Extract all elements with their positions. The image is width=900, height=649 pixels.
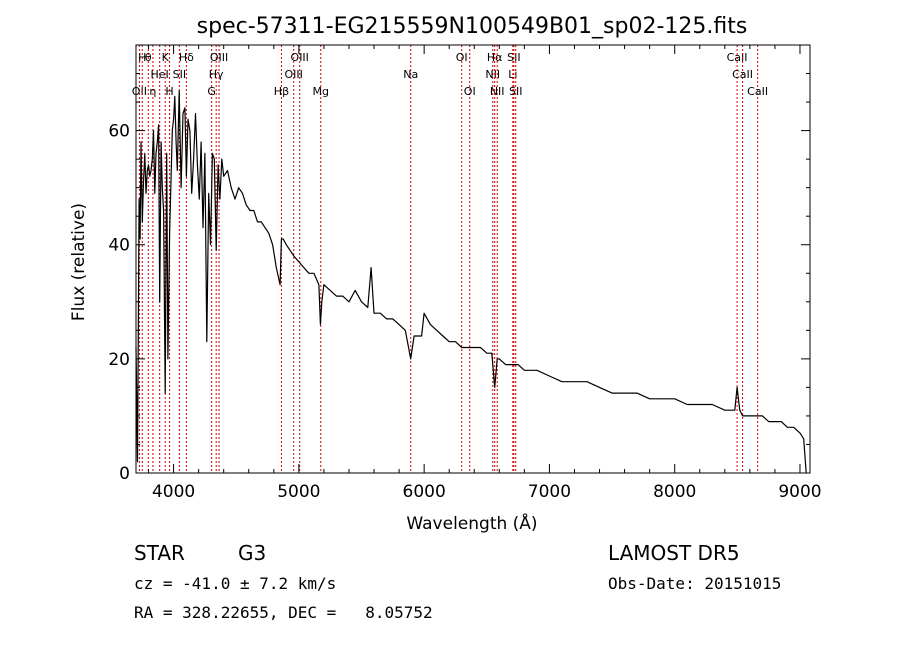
- line-markers: OIIHθηHeIKHSIIHδGHγOIIIHβOIIIOIIIMgNaOIO…: [132, 45, 768, 473]
- marker-label: CaII: [727, 51, 748, 64]
- series-layer: [135, 90, 807, 474]
- obs-date-text: Obs-Date: 20151015: [608, 574, 782, 593]
- x-axis-label: Wavelength (Å): [406, 512, 537, 534]
- marker-label: G: [207, 85, 216, 98]
- marker-label: SII: [173, 68, 186, 81]
- x-tick-label: 8000: [653, 482, 696, 502]
- marker-label: OIII: [210, 51, 228, 64]
- marker-label: Hδ: [179, 51, 194, 64]
- spectrum-line: [135, 90, 807, 474]
- coords-text: RA = 328.22655, DEC = 8.05752: [134, 603, 433, 622]
- marker-label: Hα: [487, 51, 503, 64]
- plot-frame: [135, 44, 811, 474]
- y-tick-label: 60: [108, 122, 130, 142]
- marker-label: Hβ: [274, 85, 289, 98]
- marker-label: OII: [132, 85, 147, 98]
- marker-label: CaII: [732, 68, 753, 81]
- y-tick-label: 0: [119, 464, 130, 484]
- marker-label: H: [138, 51, 146, 64]
- cz-text: cz = -41.0 ± 7.2 km/s: [134, 574, 337, 593]
- survey-label: LAMOST DR5: [608, 541, 740, 565]
- marker-label: SII: [507, 51, 520, 64]
- marker-label: HeI: [151, 68, 169, 81]
- marker-label: Na: [403, 68, 418, 81]
- x-tick-label: 7000: [528, 482, 571, 502]
- x-tick-label: 6000: [403, 482, 446, 502]
- marker-label: CaII: [747, 85, 768, 98]
- subclass-label: G3: [238, 541, 267, 565]
- marker-label: H: [165, 85, 173, 98]
- marker-label: SII: [509, 85, 522, 98]
- marker-label: OI: [464, 85, 476, 98]
- x-axis: 4000 5000 6000 7000 8000 9000: [148, 45, 822, 502]
- marker-label: θ: [145, 51, 152, 64]
- marker-label: OI: [456, 51, 468, 64]
- chart-title: spec-57311-EG215559N100549B01_sp02-125.f…: [197, 14, 748, 39]
- x-tick-label: 4000: [152, 482, 195, 502]
- x-tick-label: 9000: [778, 482, 821, 502]
- marker-label: K: [162, 51, 170, 64]
- y-tick-label: 20: [108, 350, 130, 370]
- marker-label: Hγ: [209, 68, 224, 81]
- x-tick-label: 5000: [277, 482, 320, 502]
- marker-label: Mg: [313, 85, 329, 98]
- y-axis-label: Flux (relative): [69, 203, 89, 321]
- y-axis: 0 20 40 60: [108, 73, 810, 484]
- marker-label: Li: [508, 68, 517, 81]
- class-label: STAR: [134, 541, 185, 565]
- marker-label: OIII: [285, 68, 303, 81]
- marker-label: OIII: [291, 51, 309, 64]
- marker-label: NII: [485, 68, 500, 81]
- marker-label: NII: [490, 85, 505, 98]
- y-tick-label: 40: [108, 236, 130, 256]
- marker-label: η: [149, 85, 156, 98]
